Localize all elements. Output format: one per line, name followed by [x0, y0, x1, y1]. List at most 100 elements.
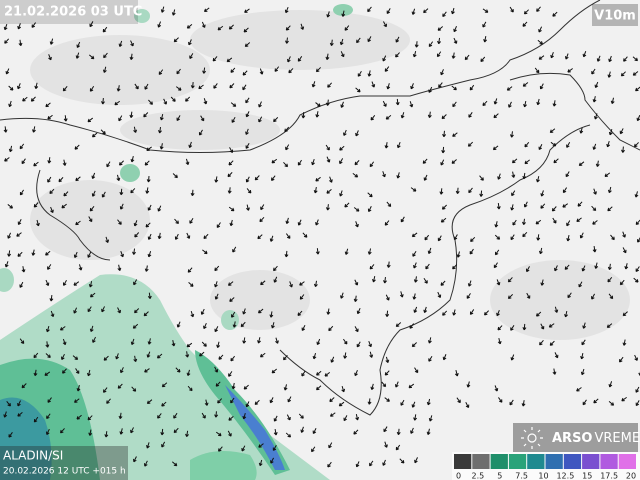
- wind-arrow: [355, 221, 359, 228]
- logo-product: VREME: [595, 431, 640, 446]
- wind-arrow: [564, 310, 568, 318]
- wind-arrow: [511, 158, 518, 164]
- wind-arrow: [176, 115, 181, 122]
- wind-arrow: [187, 385, 193, 392]
- wind-arrow: [3, 23, 8, 31]
- wind-arrow: [227, 430, 232, 437]
- legend-swatch: [545, 454, 563, 469]
- wind-arrow: [285, 217, 290, 224]
- wind-arrow: [228, 371, 233, 377]
- wind-arrow: [384, 441, 388, 448]
- wind-arrow: [439, 188, 444, 195]
- wind-arrow: [427, 337, 432, 344]
- wind-arrow: [74, 144, 80, 150]
- wind-arrow: [17, 400, 21, 407]
- wind-arrow: [47, 157, 52, 164]
- wind-arrow: [565, 171, 570, 178]
- wind-arrow: [591, 293, 596, 300]
- wind-arrow: [482, 8, 489, 13]
- wind-arrow: [396, 428, 401, 436]
- wind-arrow: [437, 37, 441, 45]
- wind-arrow: [523, 201, 528, 208]
- wind-arrow: [269, 311, 274, 318]
- wind-arrow: [216, 222, 221, 228]
- wind-arrow: [203, 233, 209, 240]
- wind-arrow: [510, 354, 515, 361]
- wind-arrow: [229, 147, 234, 153]
- wind-arrow: [562, 187, 568, 194]
- wind-arrow: [19, 189, 25, 196]
- wind-arrow: [119, 203, 124, 210]
- wind-arrow: [382, 100, 387, 107]
- wind-arrow: [386, 83, 391, 90]
- wind-arrow: [232, 321, 237, 328]
- wind-arrow: [369, 264, 375, 270]
- wind-arrow: [451, 52, 456, 59]
- wind-arrow: [242, 70, 248, 76]
- wind-arrow: [507, 293, 514, 300]
- wind-arrow: [62, 159, 67, 166]
- wind-arrow: [552, 217, 557, 224]
- wind-arrow: [355, 130, 359, 137]
- legend-swatch: [582, 454, 600, 469]
- wind-arrow: [595, 160, 600, 167]
- wind-arrow: [552, 11, 558, 17]
- wind-arrow: [370, 115, 376, 121]
- wind-arrow: [356, 308, 361, 315]
- wind-arrow: [89, 86, 95, 92]
- wind-arrow: [567, 68, 573, 73]
- wind-arrow: [157, 232, 162, 240]
- wind-arrow: [326, 11, 331, 18]
- wind-arrow: [512, 219, 517, 226]
- wind-arrow: [442, 354, 447, 361]
- wind-arrow: [218, 354, 224, 360]
- wind-arrow: [258, 116, 263, 123]
- wind-arrow: [622, 339, 627, 346]
- wind-arrow: [285, 432, 292, 438]
- variable-box: [592, 4, 638, 26]
- wind-arrow: [552, 368, 557, 375]
- wind-arrow: [19, 143, 25, 150]
- wind-arrow: [133, 456, 137, 463]
- wind-arrow: [423, 8, 429, 14]
- wind-arrow: [343, 338, 348, 345]
- wind-arrow: [8, 432, 13, 438]
- wind-arrow: [632, 71, 639, 76]
- wind-arrow: [160, 428, 165, 436]
- wind-arrow: [466, 381, 471, 388]
- legend-swatch: [618, 454, 636, 469]
- wind-arrow: [272, 445, 277, 451]
- wind-arrow: [259, 68, 264, 75]
- wind-arrow: [538, 144, 543, 151]
- wind-arrow: [190, 310, 195, 318]
- wind-arrow: [395, 444, 401, 451]
- wind-arrow: [436, 51, 442, 58]
- wind-arrow: [497, 325, 503, 331]
- wind-arrow: [242, 308, 247, 315]
- wind-arrow: [324, 371, 331, 377]
- wind-arrow: [633, 142, 639, 148]
- wind-arrow: [607, 206, 613, 212]
- wind-arrow: [635, 86, 640, 92]
- wind-arrow: [591, 68, 596, 75]
- wind-arrow: [217, 25, 224, 31]
- legend-swatch: [508, 454, 527, 469]
- wind-arrow: [72, 355, 79, 360]
- wind-arrow: [442, 310, 448, 316]
- wind-arrow: [45, 250, 51, 256]
- wind-arrow: [411, 401, 416, 408]
- sea: [0, 4, 353, 480]
- wind-arrow: [440, 280, 446, 286]
- wind-arrow: [133, 220, 138, 227]
- wind-arrow: [287, 56, 291, 63]
- wind-arrow: [257, 337, 261, 344]
- wind-arrow: [608, 129, 613, 136]
- model: ALADIN/SI: [3, 449, 63, 463]
- wind-arrow: [229, 83, 235, 89]
- legend-swatch: [527, 454, 545, 469]
- wind-arrow: [606, 141, 611, 148]
- wind-arrow: [340, 51, 345, 58]
- wind-arrow: [273, 265, 278, 272]
- wind-arrow: [550, 52, 554, 59]
- wind-arrow: [230, 397, 235, 404]
